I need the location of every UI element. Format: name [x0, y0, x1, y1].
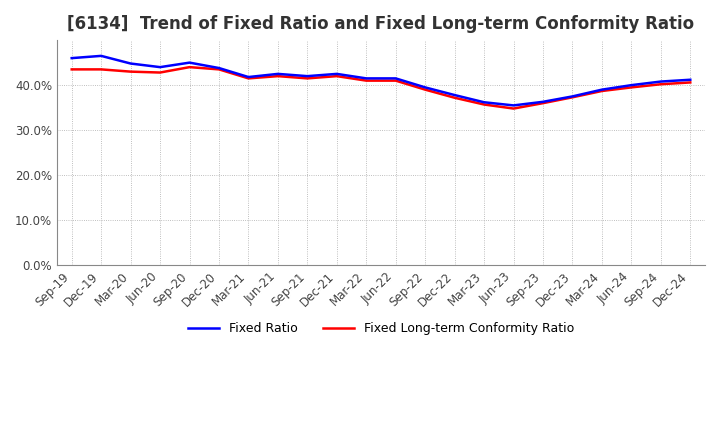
Fixed Ratio	[539, 99, 547, 104]
Fixed Long-term Conformity Ratio	[362, 78, 371, 83]
Fixed Ratio	[686, 77, 695, 82]
Fixed Long-term Conformity Ratio	[244, 76, 253, 81]
Fixed Long-term Conformity Ratio	[156, 70, 164, 75]
Fixed Long-term Conformity Ratio	[568, 95, 577, 100]
Fixed Long-term Conformity Ratio	[657, 81, 665, 87]
Fixed Ratio	[598, 87, 606, 92]
Fixed Ratio	[274, 71, 282, 77]
Title: [6134]  Trend of Fixed Ratio and Fixed Long-term Conformity Ratio: [6134] Trend of Fixed Ratio and Fixed Lo…	[68, 15, 695, 33]
Fixed Ratio	[156, 65, 164, 70]
Fixed Ratio	[450, 92, 459, 98]
Fixed Ratio	[509, 103, 518, 108]
Fixed Ratio	[480, 99, 488, 105]
Fixed Ratio	[362, 76, 371, 81]
Fixed Long-term Conformity Ratio	[392, 78, 400, 83]
Fixed Ratio	[126, 61, 135, 66]
Fixed Long-term Conformity Ratio	[215, 67, 223, 72]
Fixed Long-term Conformity Ratio	[68, 67, 76, 72]
Fixed Long-term Conformity Ratio	[598, 88, 606, 94]
Fixed Long-term Conformity Ratio	[97, 67, 106, 72]
Fixed Ratio	[215, 66, 223, 71]
Legend: Fixed Ratio, Fixed Long-term Conformity Ratio: Fixed Ratio, Fixed Long-term Conformity …	[183, 317, 580, 340]
Fixed Ratio	[185, 60, 194, 65]
Line: Fixed Long-term Conformity Ratio: Fixed Long-term Conformity Ratio	[72, 67, 690, 109]
Fixed Long-term Conformity Ratio	[539, 100, 547, 106]
Fixed Long-term Conformity Ratio	[274, 73, 282, 79]
Fixed Ratio	[68, 55, 76, 61]
Fixed Ratio	[333, 71, 341, 77]
Line: Fixed Ratio: Fixed Ratio	[72, 56, 690, 106]
Fixed Long-term Conformity Ratio	[421, 87, 430, 92]
Fixed Ratio	[97, 53, 106, 59]
Fixed Ratio	[627, 83, 636, 88]
Fixed Long-term Conformity Ratio	[126, 69, 135, 74]
Fixed Ratio	[568, 94, 577, 99]
Fixed Ratio	[244, 74, 253, 80]
Fixed Long-term Conformity Ratio	[686, 80, 695, 85]
Fixed Long-term Conformity Ratio	[509, 106, 518, 111]
Fixed Long-term Conformity Ratio	[333, 73, 341, 79]
Fixed Long-term Conformity Ratio	[627, 85, 636, 90]
Fixed Ratio	[657, 79, 665, 84]
Fixed Ratio	[392, 76, 400, 81]
Fixed Long-term Conformity Ratio	[450, 95, 459, 100]
Fixed Ratio	[421, 85, 430, 90]
Fixed Ratio	[303, 73, 312, 79]
Fixed Long-term Conformity Ratio	[480, 102, 488, 107]
Fixed Long-term Conformity Ratio	[303, 76, 312, 81]
Fixed Long-term Conformity Ratio	[185, 65, 194, 70]
